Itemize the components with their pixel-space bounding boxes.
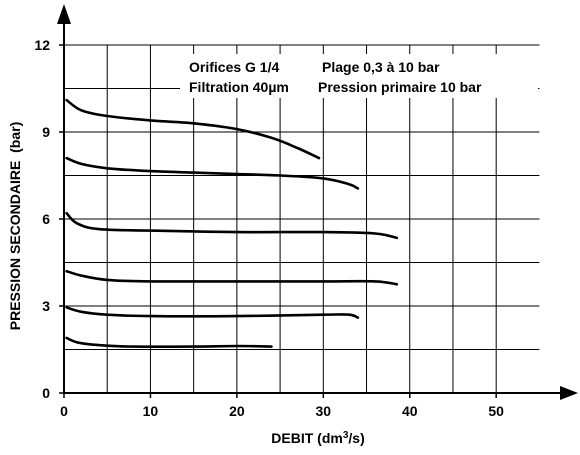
pressure-curve-1 — [65, 98, 321, 160]
y-axis-arrowhead — [57, 4, 71, 24]
y-axis-title: PRESSION SECONDAIRE (bar) — [7, 122, 23, 330]
y-tick-label: 9 — [42, 124, 50, 140]
x-tick-label: 10 — [143, 403, 159, 419]
pressure-curve-3 — [65, 211, 399, 240]
x-tick-label: 40 — [402, 403, 418, 419]
pressure-curve-6 — [65, 336, 273, 349]
y-tick-label: 6 — [42, 211, 50, 227]
x-axis-title: DEBIT (dm3/s) — [271, 430, 364, 446]
pressure-curve-2 — [65, 156, 360, 190]
pressure-curve-5 — [65, 306, 360, 319]
x-tick-label: 50 — [488, 403, 504, 419]
annotation-background — [180, 54, 538, 98]
y-tick-label: 12 — [34, 37, 50, 53]
x-tick-label: 0 — [60, 403, 68, 419]
x-tick-label: 20 — [229, 403, 245, 419]
axes — [57, 4, 578, 400]
x-axis-arrowhead — [560, 386, 578, 400]
pressure-curve-4 — [65, 269, 399, 286]
annotation-plage: Plage 0,3 à 10 bar — [322, 59, 440, 75]
x-tick-label: 30 — [316, 403, 332, 419]
tick-labels: 0 10 20 30 40 50 0 3 6 9 12 — [34, 37, 504, 419]
annotation-box: Orifices G 1/4 Plage 0,3 à 10 bar Filtra… — [180, 54, 538, 98]
data-series — [65, 98, 399, 349]
annotation-filtration: Filtration 40µm — [189, 79, 289, 95]
y-tick-label: 0 — [42, 385, 50, 401]
annotation-orifices: Orifices G 1/4 — [189, 59, 279, 75]
annotation-pression-primaire: Pression primaire 10 bar — [318, 79, 482, 95]
y-tick-label: 3 — [42, 298, 50, 314]
